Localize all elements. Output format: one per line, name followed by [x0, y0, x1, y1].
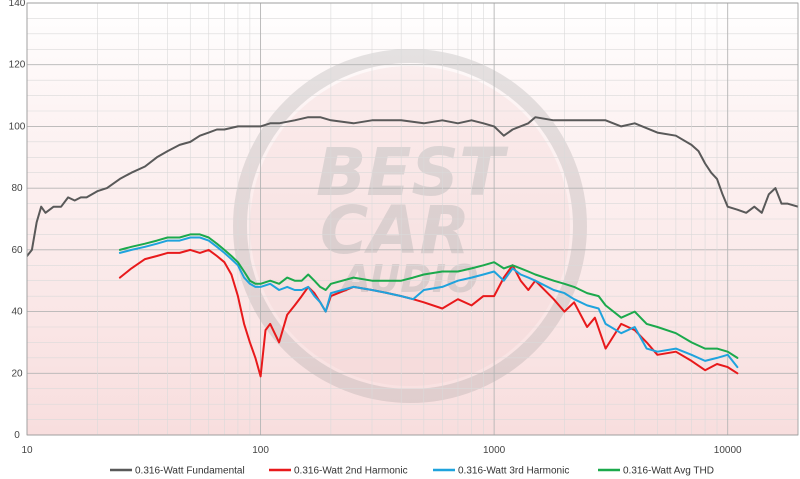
legend-label-2: 0.316-Watt 2nd Harmonic: [294, 466, 408, 477]
watermark-disc: [250, 66, 570, 386]
legend-label-4: 0.316-Watt Avg THD: [623, 466, 714, 477]
y-tick-label: 60: [11, 245, 23, 256]
x-tick-label: 10: [21, 445, 33, 456]
y-tick-label: 20: [11, 368, 23, 379]
series-line-3: [118, 236, 739, 369]
y-axis: 0 20 40 60 80 100 120 140: [9, 0, 26, 441]
watermark-line-2: CAR: [320, 192, 470, 269]
series-group: [27, 116, 798, 378]
legend: 0.316-Watt Fundamental 0.316-Watt 2nd Har…: [110, 466, 714, 477]
y-tick-label: 100: [9, 121, 26, 132]
series-line-1: [27, 116, 798, 257]
x-tick-label: 1000: [483, 445, 506, 456]
legend-label-1: 0.316-Watt Fundamental: [135, 466, 245, 477]
y-tick-label: 0: [14, 430, 20, 441]
y-tick-label: 80: [11, 183, 23, 194]
y-tick-label: 140: [9, 0, 26, 9]
x-axis: 10 100 1000 10000: [21, 445, 742, 456]
plot-frame: [26, 2, 799, 436]
x-tick-label: 100: [252, 445, 269, 456]
legend-label-3: 0.316-Watt 3rd Harmonic: [458, 466, 569, 477]
y-tick-label: 40: [11, 307, 23, 318]
watermark: BEST CAR AUDIO: [233, 49, 587, 403]
series-line-4: [118, 233, 739, 359]
x-tick-label: 10000: [714, 445, 742, 456]
y-tick-label: 120: [9, 60, 26, 71]
watermark-ring: [233, 49, 587, 403]
